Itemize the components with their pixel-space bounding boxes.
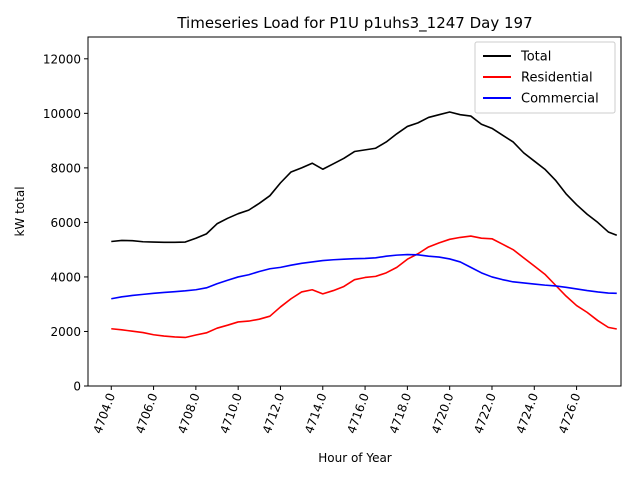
chart-title: Timeseries Load for P1U p1uhs3_1247 Day … — [176, 14, 532, 33]
y-tick-label: 8000 — [50, 161, 81, 175]
series-line-residential — [111, 235, 617, 339]
y-axis: 0 2000 4000 6000 8000 10000 12000 — [43, 52, 88, 394]
plot-area — [87, 36, 622, 387]
legend-label-residential: Residential — [521, 71, 593, 86]
series-layer — [111, 111, 618, 339]
y-tick-label: 6000 — [50, 216, 81, 230]
legend-label-total: Total — [520, 50, 551, 65]
y-axis-label: kW total — [13, 186, 27, 236]
legend-label-commercial: Commercial — [521, 92, 599, 107]
series-line-commercial — [111, 253, 617, 300]
legend-box — [474, 41, 616, 114]
y-tick-label: 2000 — [50, 325, 81, 339]
y-tick-label: 0 — [73, 380, 81, 394]
plot-frame — [87, 36, 622, 387]
y-tick-label: 12000 — [43, 52, 81, 66]
y-tick-label: 10000 — [43, 107, 81, 121]
series-line-total — [111, 111, 618, 244]
x-axis-label: Hour of Year — [318, 451, 392, 465]
y-tick-label: 4000 — [50, 270, 81, 284]
legend: Total Residential Commercial — [474, 41, 616, 114]
